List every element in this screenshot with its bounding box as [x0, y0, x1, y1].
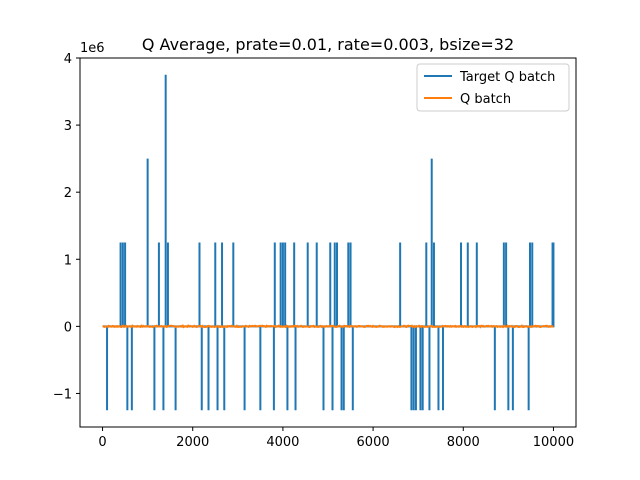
x-axis: 0 2000 4000 6000 8000 10000 — [98, 427, 574, 450]
x-tick-label: 10000 — [533, 435, 574, 450]
legend-label-q-batch: Q batch — [460, 92, 511, 107]
legend-label-target-q-batch: Target Q batch — [459, 70, 555, 85]
axes-frame — [79, 57, 577, 428]
y-tick-label: 0 — [64, 320, 72, 335]
series-lines — [102, 74, 555, 411]
chart-title: Q Average, prate=0.01, rate=0.003, bsize… — [142, 35, 514, 54]
series-line-q-batch — [102, 324, 554, 329]
plot-area — [79, 57, 577, 428]
x-tick-label: 6000 — [357, 435, 390, 450]
x-tick-label: 2000 — [176, 435, 209, 450]
x-tick-label: 0 — [98, 435, 106, 450]
y-axis: −1 0 1 2 3 4 — [53, 52, 80, 402]
y-offset-label: 1e6 — [80, 41, 105, 56]
x-tick-label: 4000 — [266, 435, 299, 450]
y-tick-label: 4 — [64, 52, 72, 67]
x-tick-label: 8000 — [447, 435, 480, 450]
y-tick-label: 1 — [64, 253, 72, 268]
legend-box — [416, 63, 570, 112]
legend: Target Q batch Q batch — [416, 63, 570, 112]
y-tick-label: 2 — [64, 186, 72, 201]
y-tick-label: 3 — [64, 119, 72, 134]
y-tick-label: −1 — [53, 387, 72, 402]
